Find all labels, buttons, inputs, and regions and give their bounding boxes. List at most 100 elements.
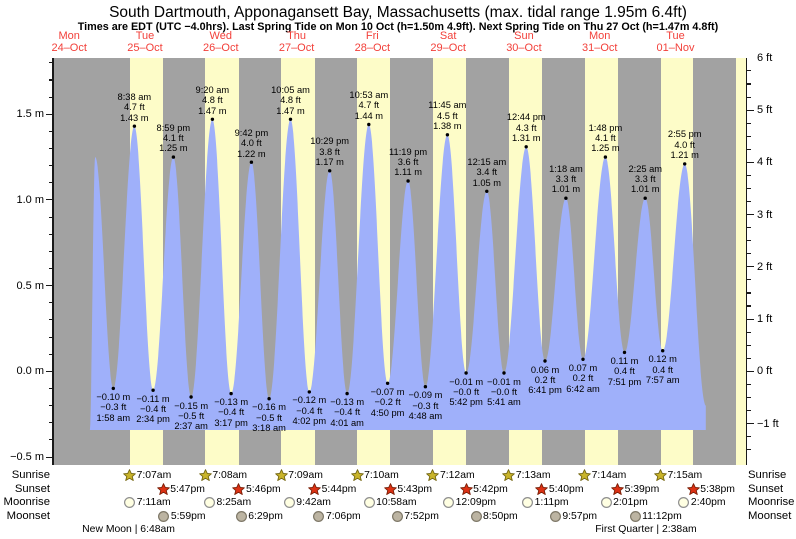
tide-extremum-dot (345, 391, 349, 396)
tide-extremum-dot (406, 179, 410, 183)
tide-label-m: −0.11 m (136, 393, 170, 404)
right-axis-tick (747, 266, 754, 268)
day-date: 28–Oct (354, 41, 391, 54)
tide-extremum-dot (171, 155, 176, 159)
day-date: 25–Oct (127, 41, 163, 54)
right-axis-tick (747, 201, 751, 203)
tide-label-ft: −0.5 ft (178, 410, 205, 421)
left-axis-tick (48, 216, 53, 218)
right-axis-tick (747, 396, 751, 398)
right-axis-tick (747, 83, 751, 85)
tide-label-time: 12:44 pm (506, 112, 546, 123)
tide-label-ft: 0.2 ft (534, 374, 556, 385)
tide-label-ft: −0.0 ft (453, 386, 480, 397)
tide-extremum-dot (661, 349, 665, 353)
tide-extremum-dot (151, 388, 155, 392)
moonset-circle-icon (470, 510, 483, 523)
left-axis-tick (48, 147, 53, 150)
tide-label-time: 10:05 am (271, 84, 310, 95)
moonset-row-label-left: Moonset (6, 509, 50, 522)
tide-label-time: 1:18 am (549, 163, 583, 174)
tide-label-ft: 3.8 ft (319, 146, 340, 157)
tide-label-time: 1:58 am (96, 412, 131, 423)
tide-label-m: 0.12 m (648, 354, 677, 365)
low-tide-label: −0.10 m −0.3 ft 1:58 am (96, 392, 130, 423)
right-axis-tick (747, 357, 751, 359)
right-axis-tick (747, 331, 751, 333)
left-axis-tick (45, 285, 53, 287)
sunrise-row-label-right: Sunrise (748, 469, 787, 481)
low-tide-label: −0.11 m −0.4 ft 2:34 pm (136, 394, 170, 425)
day-name: Mon (589, 30, 611, 42)
tide-extremum-dot (622, 350, 627, 355)
day-name: Tue (666, 30, 685, 42)
right-axis-tick (747, 423, 754, 425)
sunrise-star-icon (502, 469, 516, 482)
moonset-circle-icon (312, 510, 325, 523)
low-tide-label: −0.16 m −0.5 ft 3:18 am (252, 402, 286, 433)
right-axis-tick (747, 148, 751, 150)
sunset-row-label-right: Sunset (748, 482, 784, 495)
tide-label-time: 12:15 am (467, 156, 507, 167)
right-axis-tick (747, 383, 751, 385)
tide-label-time: 7:51 pm (607, 376, 642, 387)
daylight-band (736, 58, 746, 465)
tide-label-m: 1.47 m (276, 105, 305, 116)
right-axis-tick (747, 305, 751, 307)
sunrise-star-icon (199, 469, 212, 482)
left-axis-tick (48, 336, 53, 338)
left-axis-tick (45, 456, 53, 458)
tide-extremum-dot (229, 391, 233, 396)
high-tide-label: 10:53 am 4.7 ft 1.44 m (349, 90, 388, 121)
tide-label-time: 1:48 pm (588, 122, 623, 133)
tide-label-ft: 3.6 ft (397, 156, 419, 167)
tide-label-ft: 4.8 ft (202, 95, 223, 106)
left-axis-tick (48, 79, 53, 81)
moonrise-time: 2:01pm (613, 497, 648, 508)
tide-label-time: 2:37 am (174, 421, 208, 432)
tide-extremum-dot (643, 196, 647, 200)
right-axis-tick (747, 70, 751, 72)
tide-extremum-dot (132, 124, 137, 128)
right-axis-tick (747, 318, 754, 320)
tide-extremum-dot (189, 395, 193, 399)
sunrise-time: 7:08am (212, 470, 248, 481)
day-label: Tue 25–Oct (127, 30, 163, 54)
tide-label-ft: 4.7 ft (358, 100, 380, 111)
right-axis-tick-label: 2 ft (757, 260, 773, 273)
low-tide-label: −0.13 m −0.4 ft 4:01 am (330, 397, 364, 428)
sunset-time: 5:39pm (624, 483, 660, 495)
page-title: South Dartmouth, Apponagansett Bay, Mass… (109, 4, 687, 21)
moonrise-time: 2:40pm (690, 497, 726, 508)
high-tide-label: 2:25 am 3.3 ft 1.01 m (628, 163, 662, 194)
moonrise-circle-icon (442, 496, 455, 509)
moonrise-row-label-right: Moonrise (748, 496, 795, 508)
moonset-row-label-right: Moonset (748, 509, 792, 522)
left-axis-tick (48, 182, 53, 184)
moonrise-row-label-left: Moonrise (3, 496, 50, 508)
tide-label-m: −0.13 m (330, 397, 365, 408)
moonrise-circle-icon (123, 496, 136, 509)
left-axis-tick-label: −0.5 m (10, 451, 44, 463)
tide-extremum-dot (249, 160, 254, 164)
tide-extremum-dot (385, 381, 390, 385)
tide-label-time: 9:20 am (195, 84, 230, 95)
moonset-circle-icon (629, 510, 642, 523)
tide-label-ft: 4.8 ft (280, 95, 301, 106)
tide-label-m: 1.17 m (315, 156, 344, 167)
tide-label-m: 1.38 m (433, 120, 462, 131)
right-axis-tick (747, 253, 751, 255)
tide-label-m: 1.25 m (591, 143, 620, 154)
right-axis-tick (747, 279, 751, 281)
tide-label-time: 3:18 am (252, 423, 286, 434)
tide-extremum-dot (581, 357, 585, 361)
sunset-time: 5:42pm (473, 483, 508, 495)
moonset-time: 5:59pm (170, 510, 206, 522)
day-date: 31–Oct (581, 41, 618, 54)
day-date: 30–Oct (506, 41, 542, 54)
sunset-time: 5:47pm (170, 483, 205, 495)
sunrise-star-icon (426, 469, 440, 482)
tide-label-ft: −0.3 ft (100, 402, 127, 413)
tide-label-m: −0.01 m (449, 376, 484, 387)
